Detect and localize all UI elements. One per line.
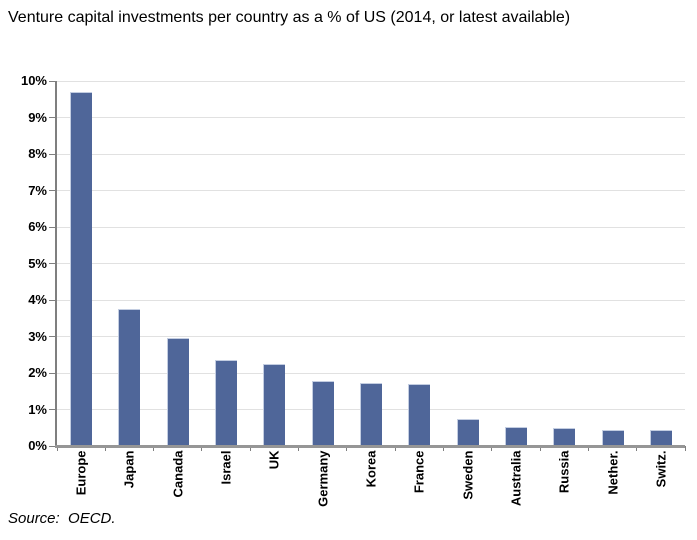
x-tick-label: Korea [363,450,379,488]
plot-area [49,80,686,451]
y-axis-tick [49,153,55,155]
x-tick-label: Russia [556,450,572,494]
gridline-8 [57,153,685,155]
x-tick-label: Japan [121,450,137,489]
x-axis-tick [587,446,589,451]
bar-australia [504,427,527,446]
x-axis-tick [153,446,155,451]
x-tick-label: UK [266,450,282,470]
x-axis-tick [249,446,251,451]
y-axis-tick [49,263,55,264]
y-tick-label: 5% [28,255,47,271]
bar-nether [601,429,624,446]
y-axis-tick [49,226,55,228]
bar-israel [215,359,238,446]
x-tick-label: Germany [315,450,331,507]
y-axis-tick [49,299,55,301]
x-tick-label: Sweden [460,450,476,500]
x-axis-tick [104,446,106,451]
source-note: Source: OECD. [8,510,116,527]
gridline-6 [57,226,685,228]
bar-germany [311,381,334,446]
bar-uk [263,364,286,446]
gridline-2 [57,372,685,374]
x-tick-label: Switz. [653,450,669,488]
x-tick-label: Canada [170,450,186,498]
x-axis-tick [346,446,348,451]
bar-france [408,383,431,446]
bar-sweden [456,419,479,446]
y-axis-tick [49,336,55,337]
gridline-10 [57,80,685,82]
y-axis-line [55,81,57,446]
y-axis-tick [49,445,55,447]
y-tick-label: 1% [28,401,47,417]
y-tick-label: 9% [28,109,47,125]
x-tick-label: Nether. [605,450,621,495]
x-axis-tick [491,446,493,451]
bar-canada [166,338,189,446]
gridline-3 [57,336,685,337]
bar-korea [360,382,382,446]
x-tick-label: Australia [508,450,524,507]
x-axis-tick [56,446,58,451]
y-tick-label: 0% [28,438,47,453]
x-axis-tick [394,446,396,451]
chart-title: Venture capital investments per country … [8,9,571,26]
y-tick-label: 7% [28,182,47,198]
y-tick-label: 6% [28,219,47,234]
y-axis-labels: 0% 1% 2% 3% 4% 5% 6% 7% 8% 9% 10% [0,73,47,453]
gridline-5 [57,263,685,264]
y-axis-tick [49,117,55,118]
y-axis-tick [49,80,55,82]
x-axis-tick [636,446,638,451]
x-axis-line [55,445,685,448]
x-axis-tick [201,446,203,451]
y-axis-tick [49,409,55,410]
x-axis-tick [442,446,444,451]
x-axis-tick [539,446,541,451]
bar-europe [70,92,93,446]
gridline-9 [57,117,685,118]
y-tick-label: 2% [28,365,47,380]
bar-switz [649,429,672,446]
x-axis-labels: Europe Japan Canada Israel UK Germany Korea Fra… [57,81,685,507]
bar-japan [118,308,141,446]
x-axis-tick [298,446,300,451]
bar-russia [553,428,576,446]
y-axis-tick [49,190,55,191]
y-tick-label: 4% [28,292,47,307]
y-tick-label: 10% [20,73,47,88]
x-tick-label: France [411,450,427,494]
y-tick-label: 3% [28,328,47,344]
x-tick-label: Israel [218,450,234,485]
x-axis-tick [684,446,686,451]
y-axis-tick [49,372,55,374]
gridline-7 [57,190,685,191]
gridline-4 [57,299,685,301]
y-tick-label: 8% [28,146,47,161]
